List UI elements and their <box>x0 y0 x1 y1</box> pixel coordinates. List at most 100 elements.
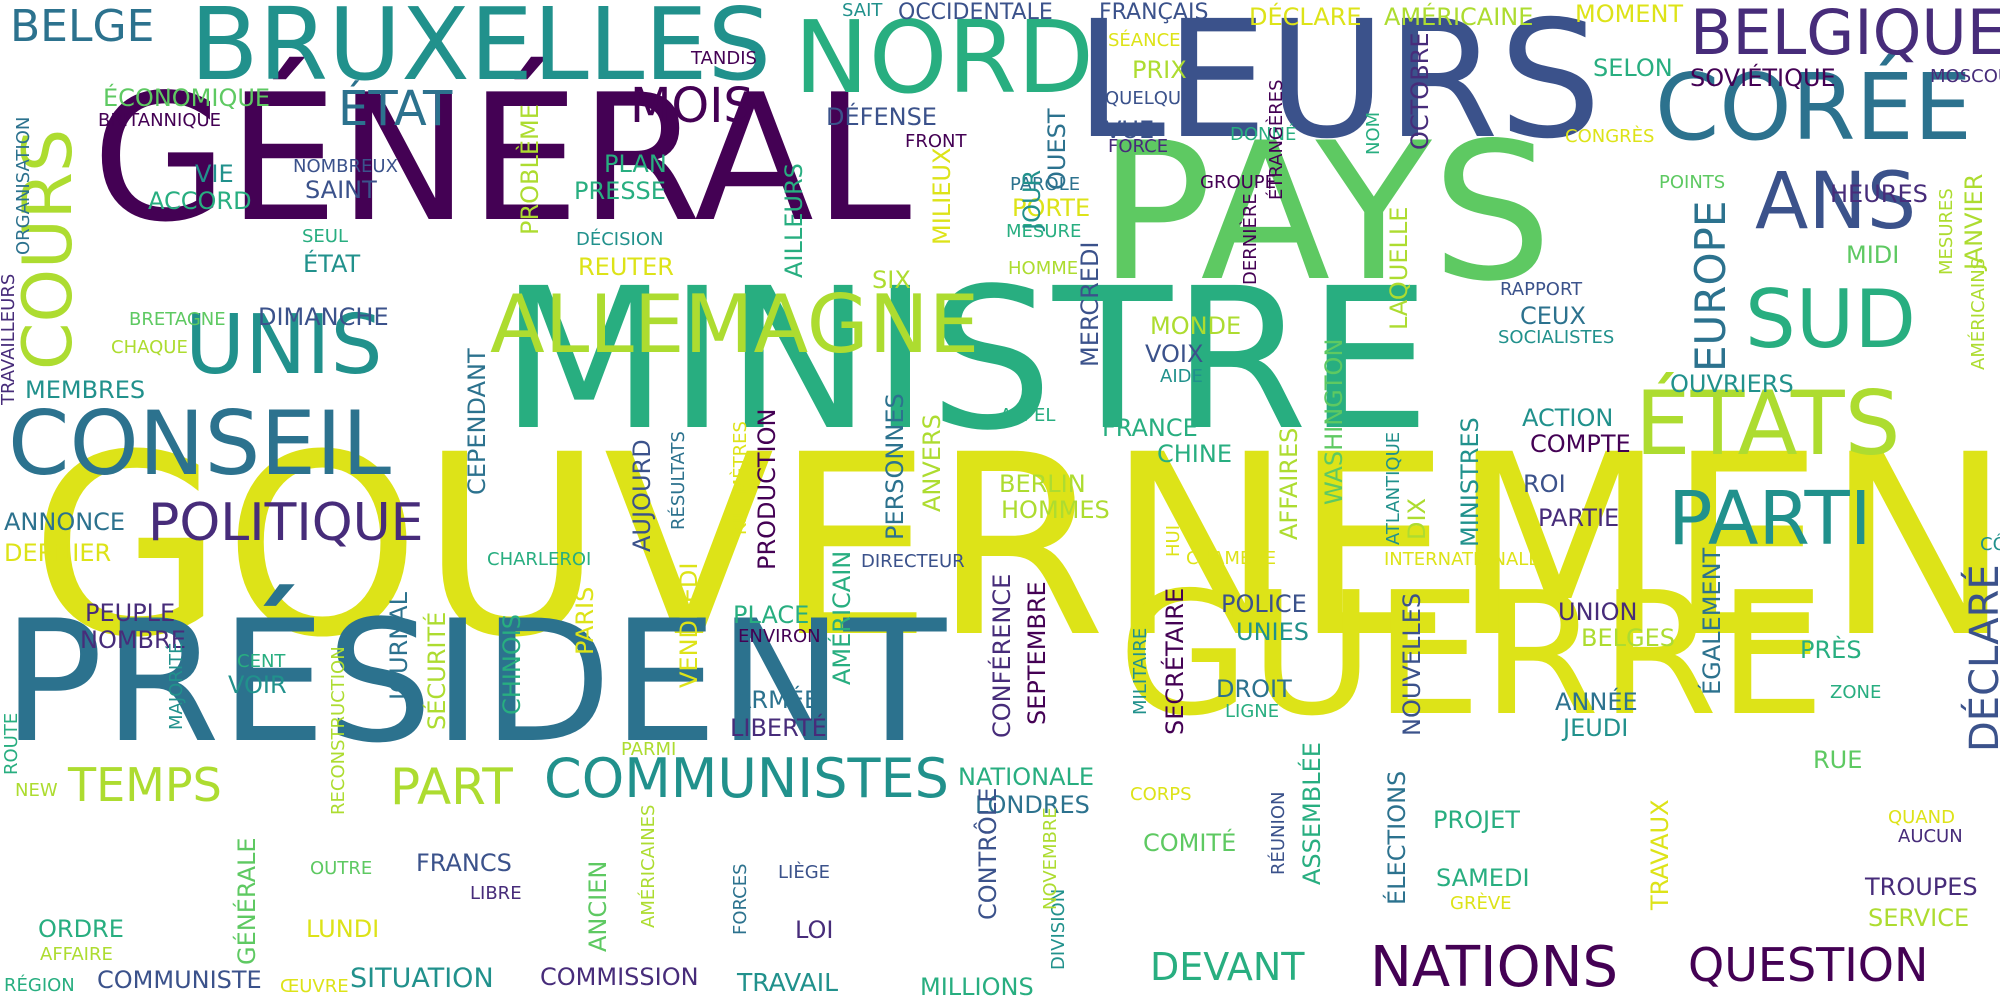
word-lundi: LUNDI <box>306 915 380 943</box>
word-occidentale: OCCIDENTALE <box>898 0 1053 25</box>
word-elections: ÉLECTIONS <box>1383 770 1411 905</box>
word-saint: SAINT <box>305 176 377 204</box>
word-place: PLACE <box>733 601 810 629</box>
word-unies: UNIES <box>1236 618 1309 646</box>
word-ans: ANS <box>1755 157 1917 247</box>
word-nord: NORD <box>794 0 1094 116</box>
word-vie: VIE <box>195 160 234 188</box>
word-aide: AIDE <box>1160 366 1203 387</box>
word-points: POINTS <box>1659 172 1726 193</box>
word-aujourd: AUJOURD <box>628 439 656 552</box>
word-forces: FORCES <box>730 863 751 936</box>
word-secretaire: SECRÉTAIRE <box>1161 587 1189 735</box>
word-sait: SAIT <box>842 0 883 21</box>
word-selon: SELON <box>1593 54 1673 82</box>
word-assemblee: ASSEMBLÉE <box>1298 742 1326 885</box>
word-organisation: ORGANISATION <box>13 116 34 255</box>
word-britannique: BRITANNIQUE <box>98 110 222 131</box>
word-septembre: SEPTEMBRE <box>1023 581 1051 725</box>
word-seul: SEUL <box>302 226 349 247</box>
word-rapport: RAPPORT <box>1500 279 1583 300</box>
word-production: PRODUCTION <box>753 408 781 570</box>
word-homme: HOMME <box>1008 258 1079 279</box>
word-vue: VUE <box>1105 116 1155 144</box>
word-prix: PRIX <box>1132 56 1187 84</box>
word-comite: COMITÉ <box>1143 829 1237 857</box>
word-libre: LIBRE <box>470 883 522 904</box>
word-generale: GÉNÉRALE <box>233 837 261 965</box>
word-belges: BELGES <box>1581 624 1675 652</box>
word-loi: LOI <box>795 916 834 944</box>
word-travailleurs: TRAVAILLEURS <box>0 273 19 405</box>
word-mesure: MESURE <box>1006 221 1082 242</box>
word-nations: NATIONS <box>1370 935 1619 1000</box>
word-derniere: DERNIÈRE <box>1240 193 1261 285</box>
word-etrangeres: ÉTRANGÈRES <box>1266 79 1287 200</box>
word-ministre: MINISTRE <box>500 246 1431 473</box>
word-greve: GRÈVE <box>1450 893 1512 914</box>
word-nombre: NOMBRE <box>80 626 186 654</box>
word-chine: CHINE <box>1157 440 1232 468</box>
word-pays: PAYS <box>1098 102 1553 323</box>
word-quelque: QUELQUE <box>1105 88 1193 109</box>
word-tandis: TANDIS <box>691 48 757 69</box>
word-troupes: TROUPES <box>1865 873 1978 901</box>
word-probleme: PROBLÈME <box>516 104 544 235</box>
word-part: PART <box>390 758 513 816</box>
word-leurs: LEURS <box>1075 0 1602 175</box>
word-chambre: CHAMBRE <box>1186 548 1277 569</box>
word-force: FORCE <box>1108 136 1169 157</box>
word-millions: MILLIONS <box>920 973 1034 1000</box>
word-ouvriers: OUVRIERS <box>1670 370 1794 398</box>
word-outre: OUTRE <box>310 858 373 879</box>
word-accord: ACCORD <box>148 187 252 215</box>
word-quand: QUAND <box>1888 807 1955 828</box>
word-affaires: AFFAIRES <box>1275 427 1303 540</box>
word-hui: HUI <box>1163 524 1184 557</box>
word-ouest: OUEST <box>1043 108 1071 190</box>
word-controle: CONTRÔLE <box>974 787 1002 920</box>
word-dernier: DERNIER <box>4 539 112 567</box>
word-charleroi: CHARLEROI <box>487 549 592 570</box>
word-etat: ÉTAT <box>303 250 361 278</box>
word-janvier: JANVIER <box>1960 173 1988 270</box>
word-heures: HEURES <box>1830 180 1928 208</box>
word-securite: SÉCURITÉ <box>423 611 451 730</box>
word-francais: FRANÇAIS <box>1099 0 1209 25</box>
word-general: GÉNÉRAL <box>92 58 912 261</box>
word-unis: UNIS <box>185 298 383 393</box>
word-cependant: CEPENDANT <box>463 348 491 495</box>
word-voir: VOIR <box>228 671 287 699</box>
word-washington: WASHINGTON <box>1320 338 1348 505</box>
word-region: RÉGION <box>4 975 75 996</box>
word-allemagne: ALLEMAGNE <box>490 278 980 371</box>
word-zone: ZONE <box>1830 682 1882 703</box>
word-sovietique: SOVIÉTIQUE <box>1690 64 1836 92</box>
word-journal: JOURNAL <box>385 592 413 700</box>
word-declare: DÉCLARE <box>1249 3 1362 31</box>
word-paris: PARIS <box>571 586 599 655</box>
word-donne: DONNÉ <box>1230 124 1297 145</box>
word-corps: CORPS <box>1130 784 1192 805</box>
word-route: ROUTE <box>1 712 22 775</box>
word-six: SIX <box>872 266 911 294</box>
word--uvre: ŒUVRE <box>280 976 349 997</box>
word-americaines: AMÉRICAINES <box>638 804 659 929</box>
word-police: POLICE <box>1221 590 1307 618</box>
word-bretagne: BRETAGNE <box>129 309 226 330</box>
word-etats: ÉTATS <box>1635 372 1901 475</box>
word-reuter: REUTER <box>578 253 674 281</box>
word-majorite: MAJORITÉ <box>166 642 187 730</box>
word-reconstruction: RECONSTRUCTION <box>328 646 349 815</box>
word-dix: DIX <box>1403 498 1431 540</box>
word-affaire: AFFAIRE <box>40 944 113 965</box>
word-sud: SUD <box>1745 273 1916 366</box>
word-moment: MOMENT <box>1575 0 1684 28</box>
word-front: FRONT <box>905 131 967 152</box>
word-midi: MIDI <box>1846 241 1900 269</box>
word-aucun: AUCUN <box>1898 826 1963 847</box>
word-chinois: CHINOIS <box>498 613 526 715</box>
word-roi: ROI <box>1523 470 1566 498</box>
word-travaux: TRAVAUX <box>1646 799 1674 910</box>
